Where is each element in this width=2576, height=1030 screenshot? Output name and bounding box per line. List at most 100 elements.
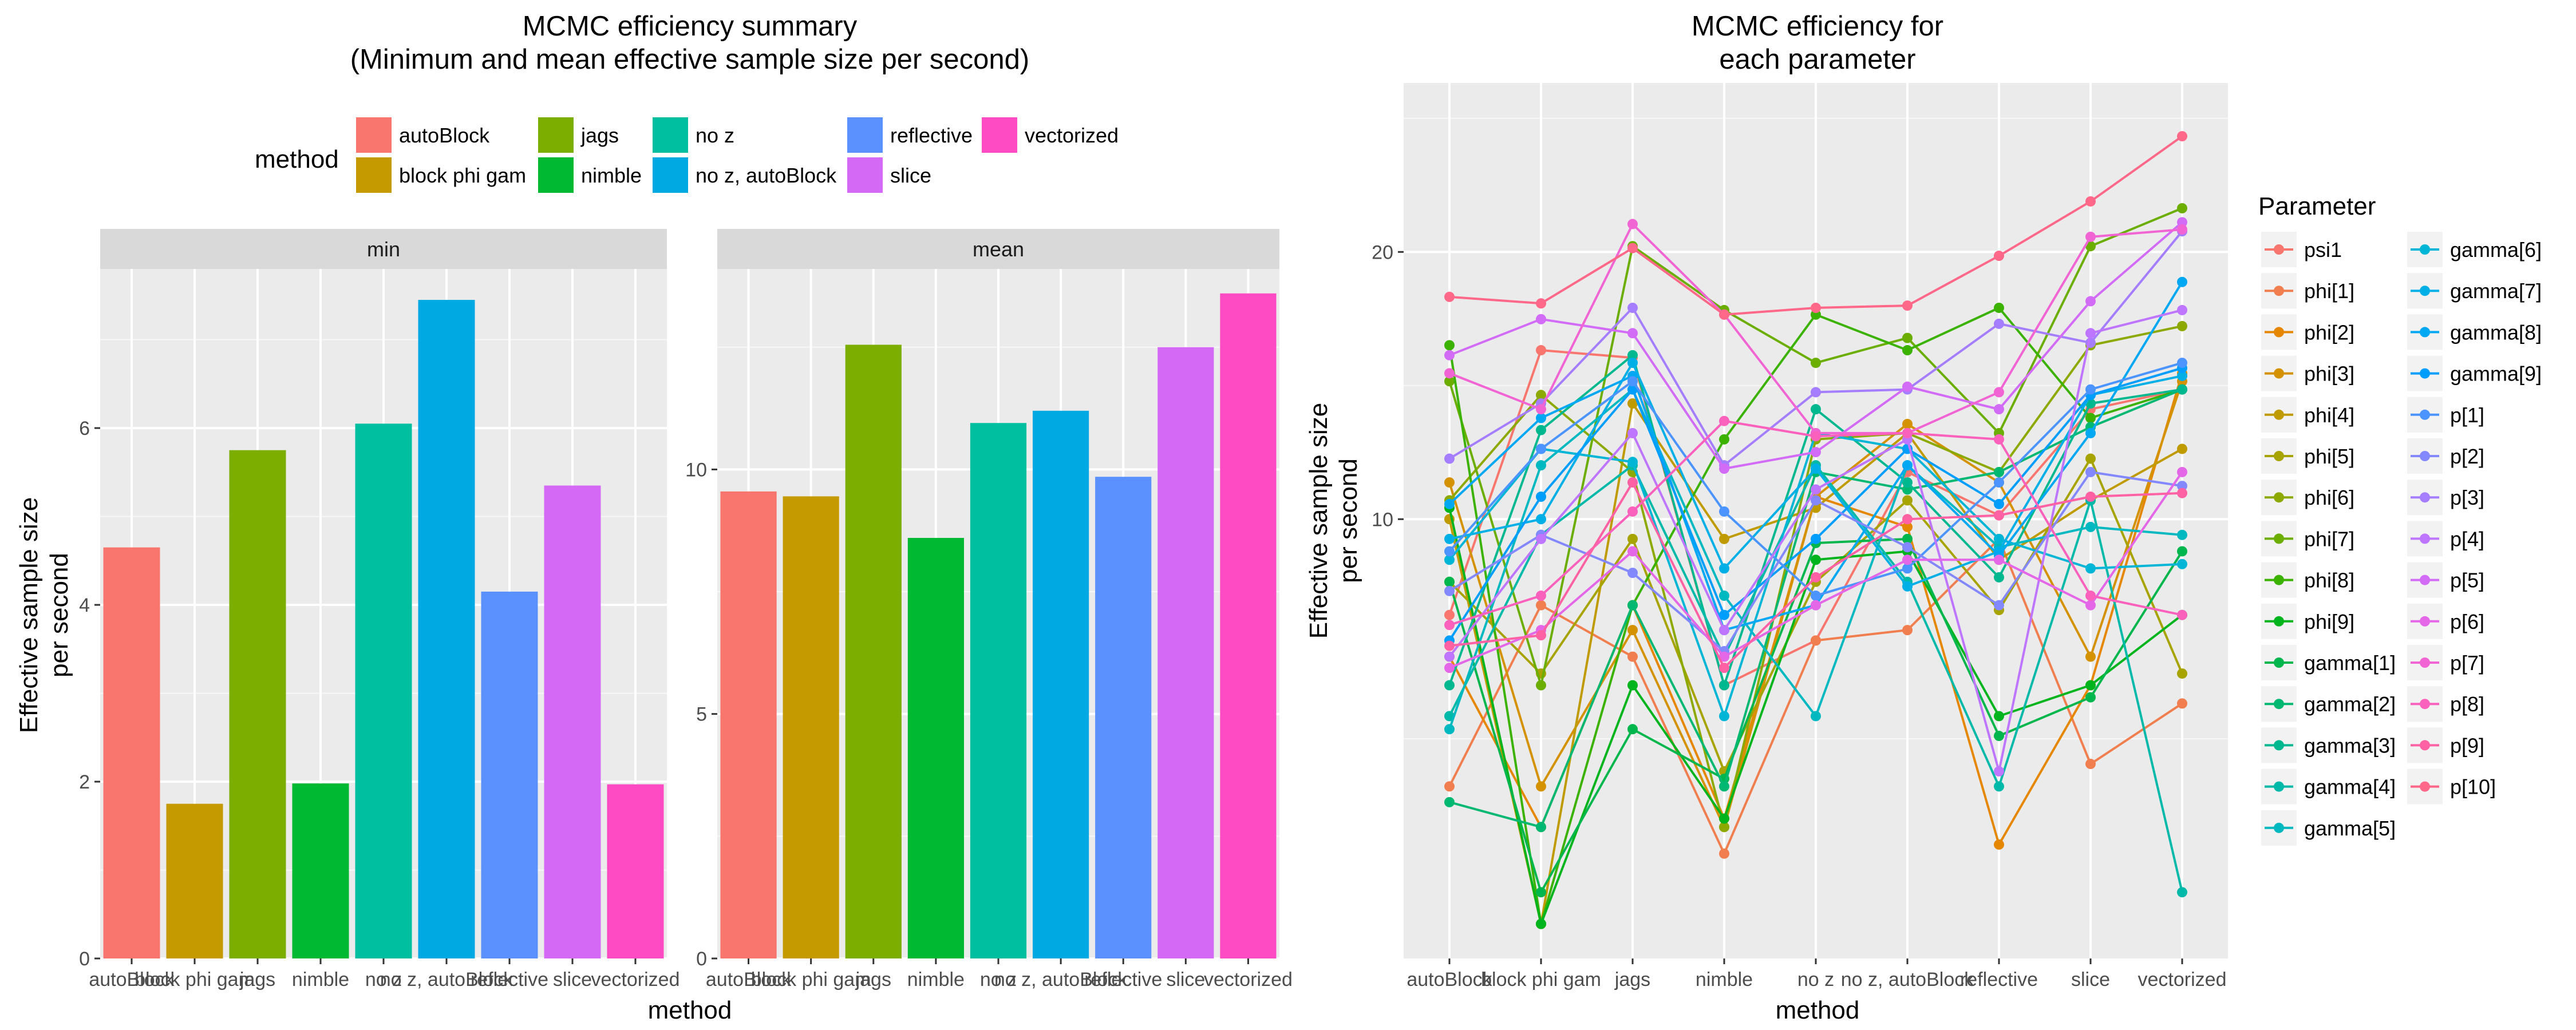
series-point-9-7 xyxy=(2085,680,2096,691)
series-point-15-7 xyxy=(2085,563,2096,574)
series-point-11-3 xyxy=(1719,781,1729,792)
series-point-11-5 xyxy=(1902,484,1913,495)
series-point-19-6 xyxy=(1994,477,2004,488)
series-point-22-8 xyxy=(2177,304,2187,315)
series-point-23-2 xyxy=(1627,328,1638,339)
x-tick-label-mean-5: no z, autoBlock xyxy=(994,969,1128,991)
bar-mean-1 xyxy=(783,496,839,958)
series-point-17-5 xyxy=(1902,460,1913,471)
series-point-4-8 xyxy=(2177,443,2187,454)
series-point-16-4 xyxy=(1811,464,1821,474)
series-point-9-6 xyxy=(1994,711,2004,722)
series-point-13-6 xyxy=(1994,781,2004,792)
series-point-12-5 xyxy=(1902,477,1913,488)
series-point-24-5 xyxy=(1902,554,1913,565)
series-point-9-2 xyxy=(1627,680,1638,691)
series-point-21-0 xyxy=(1444,453,1455,464)
series-point-25-0 xyxy=(1444,368,1455,379)
series-point-27-5 xyxy=(1902,514,1913,525)
legend2-label-16: gamma[7] xyxy=(2450,279,2542,303)
bar-mean-2 xyxy=(845,344,902,958)
series-point-17-7 xyxy=(2085,427,2096,438)
y-tick-label-mean: 5 xyxy=(696,704,707,726)
series-point-8-6 xyxy=(1994,302,2004,313)
legend-key-2 xyxy=(538,117,574,153)
series-point-20-2 xyxy=(1627,568,1638,579)
x-tick-label-line-8: vectorized xyxy=(2138,969,2227,991)
x-tick-label-line-7: slice xyxy=(2071,969,2110,991)
chart-subtitle-line2: (Minimum and mean effective sample size … xyxy=(350,44,1030,75)
series-point-28-4 xyxy=(1811,302,1821,313)
bar-mean-6 xyxy=(1095,477,1152,958)
series-point-23-7 xyxy=(2085,296,2096,307)
x-tick-label-line-6: reflective xyxy=(1960,969,2038,991)
legend2-label-18: gamma[9] xyxy=(2450,362,2542,386)
series-point-20-4 xyxy=(1811,495,1821,506)
legend-label-3: nimble xyxy=(581,164,642,187)
series-point-17-8 xyxy=(2177,276,2187,287)
legend-label-1: block phi gam xyxy=(399,164,526,187)
y-axis-title-left-line2: per second xyxy=(45,553,73,678)
series-point-10-8 xyxy=(2177,546,2187,557)
legend2-title: Parameter xyxy=(2258,192,2376,220)
series-point-27-0 xyxy=(1444,640,1455,651)
x-tick-label-min-3: nimble xyxy=(292,969,349,991)
x-tick-label-mean-6: reflective xyxy=(1084,969,1162,991)
series-point-1-4 xyxy=(1811,635,1821,646)
series-point-28-2 xyxy=(1627,243,1638,253)
series-point-15-2 xyxy=(1627,457,1638,468)
series-point-0-1 xyxy=(1536,345,1546,356)
series-point-23-3 xyxy=(1719,464,1729,474)
legend2-key-point-13 xyxy=(2274,781,2284,792)
bar-min-3 xyxy=(292,783,349,958)
series-point-6-8 xyxy=(2177,320,2187,331)
bar-mean-5 xyxy=(1033,410,1089,958)
bar-min-4 xyxy=(355,423,412,958)
legend-title: method xyxy=(255,145,339,173)
y-tick-label-line: 10 xyxy=(1372,509,1393,530)
series-point-28-7 xyxy=(2085,196,2096,207)
series-point-26-1 xyxy=(1536,591,1546,601)
series-point-26-2 xyxy=(1627,506,1638,517)
series-point-1-2 xyxy=(1627,651,1638,662)
y-tick-label-mean: 10 xyxy=(685,459,707,481)
series-point-20-7 xyxy=(2085,466,2096,477)
series-point-3-5 xyxy=(1902,418,1913,429)
series-point-21-6 xyxy=(1994,318,2004,329)
series-point-17-1 xyxy=(1536,413,1546,423)
y-tick-label-min: 4 xyxy=(79,595,90,616)
legend2-label-25: p[7] xyxy=(2450,651,2484,675)
series-point-0-0 xyxy=(1444,609,1455,620)
series-point-22-3 xyxy=(1719,625,1729,636)
legend2-key-point-14 xyxy=(2274,822,2284,833)
series-point-26-8 xyxy=(2177,609,2187,620)
legend2-key-point-11 xyxy=(2274,699,2284,710)
series-point-26-5 xyxy=(1902,427,1913,438)
legend2-label-26: p[8] xyxy=(2450,692,2484,716)
series-point-24-0 xyxy=(1444,663,1455,674)
series-point-7-0 xyxy=(1444,376,1455,387)
legend-key-7 xyxy=(847,157,883,193)
series-point-21-4 xyxy=(1811,387,1821,398)
legend2-key-point-1 xyxy=(2274,286,2284,296)
series-point-12-4 xyxy=(1811,404,1821,415)
x-tick-label-mean-1: block phi gam xyxy=(751,969,871,991)
series-point-14-0 xyxy=(1444,724,1455,735)
series-point-6-3 xyxy=(1719,822,1729,833)
x-tick-label-min-2: jags xyxy=(239,969,275,991)
x-tick-label-line-0: autoBlock xyxy=(1406,969,1492,991)
legend2-label-12: gamma[3] xyxy=(2304,734,2396,757)
chart-title-line1: MCMC efficiency summary xyxy=(523,11,858,42)
series-point-7-1 xyxy=(1536,680,1546,691)
series-point-27-6 xyxy=(1994,510,2004,521)
series-point-8-0 xyxy=(1444,340,1455,351)
bar-min-5 xyxy=(418,300,475,958)
series-point-16-8 xyxy=(2177,370,2187,381)
y-axis-title-left-line1: Effective sample size xyxy=(15,497,43,733)
facet-strip-mean xyxy=(717,229,1279,269)
legend2-label-15: gamma[6] xyxy=(2450,238,2542,262)
legend-label-7: slice xyxy=(890,164,931,187)
y-tick-label-min: 0 xyxy=(79,948,90,970)
series-point-19-7 xyxy=(2085,384,2096,395)
series-point-15-8 xyxy=(2177,558,2187,569)
